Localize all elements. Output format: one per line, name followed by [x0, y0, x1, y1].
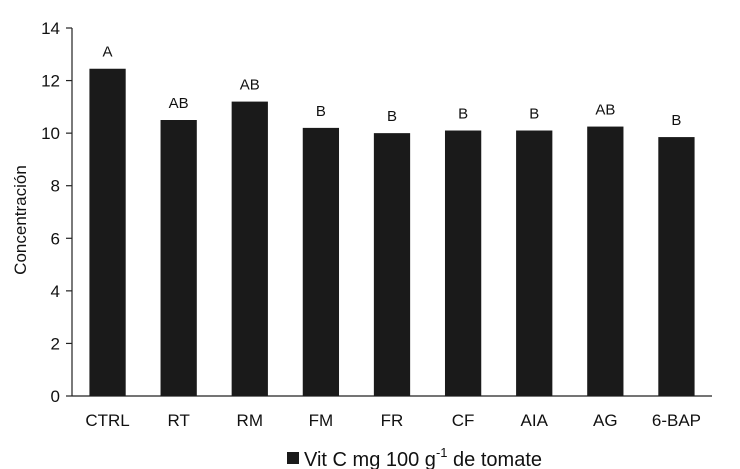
bar-rm	[231, 101, 268, 396]
y-tick-label: 0	[51, 387, 60, 406]
legend-label-main: Vit C mg 100 g	[304, 449, 436, 469]
significance-label: A	[103, 44, 113, 61]
bar-aia	[516, 130, 553, 396]
x-tick-label: 6-BAP	[652, 411, 701, 430]
x-tick-label: CTRL	[85, 411, 129, 430]
significance-label: B	[529, 106, 539, 123]
bar-fm	[302, 127, 340, 396]
y-tick-label: 8	[51, 177, 60, 196]
bar-rt	[160, 120, 197, 396]
significance-label: B	[671, 112, 681, 129]
y-tick-label: 4	[51, 282, 60, 301]
y-tick-label: 2	[51, 334, 60, 353]
x-tick-label: CF	[452, 411, 475, 430]
bar-6-bap	[658, 137, 695, 397]
y-axis: 0 2 4 6 8 10 12 14	[41, 19, 73, 406]
legend-label-superscript: -1	[436, 445, 448, 460]
legend-label: Vit C mg 100 g-1 de tomate	[304, 445, 542, 469]
significance-label: B	[316, 103, 326, 120]
bars	[89, 68, 695, 397]
data-labels: A AB AB B B B B AB B	[103, 44, 682, 129]
significance-label: AB	[240, 77, 260, 94]
x-tick-label: RT	[167, 411, 189, 430]
legend-label-suffix: de tomate	[448, 449, 543, 469]
y-tick-label: 10	[41, 124, 60, 143]
y-tick-label: 12	[41, 72, 60, 91]
x-tick-label: RM	[237, 411, 263, 430]
x-tick-label: AIA	[521, 411, 549, 430]
y-tick-label: 14	[41, 19, 60, 38]
significance-label: AB	[595, 102, 615, 119]
bar-ctrl	[89, 68, 126, 396]
y-tick-label: 6	[51, 229, 60, 248]
bar-ag	[587, 126, 624, 397]
x-tick-label: AG	[593, 411, 618, 430]
x-axis: CTRL RT RM FM FR CF AIA AG 6-BAP	[72, 395, 712, 430]
significance-label: AB	[169, 95, 189, 112]
bar-fr	[373, 133, 411, 396]
legend: Vit C mg 100 g-1 de tomate	[287, 445, 542, 469]
y-axis-label: Concentración	[11, 165, 30, 275]
significance-label: B	[458, 106, 468, 123]
x-tick-label: FR	[381, 411, 404, 430]
legend-swatch	[287, 452, 299, 464]
significance-label: B	[387, 108, 397, 125]
x-tick-label: FM	[309, 411, 334, 430]
bar-cf	[444, 130, 482, 396]
